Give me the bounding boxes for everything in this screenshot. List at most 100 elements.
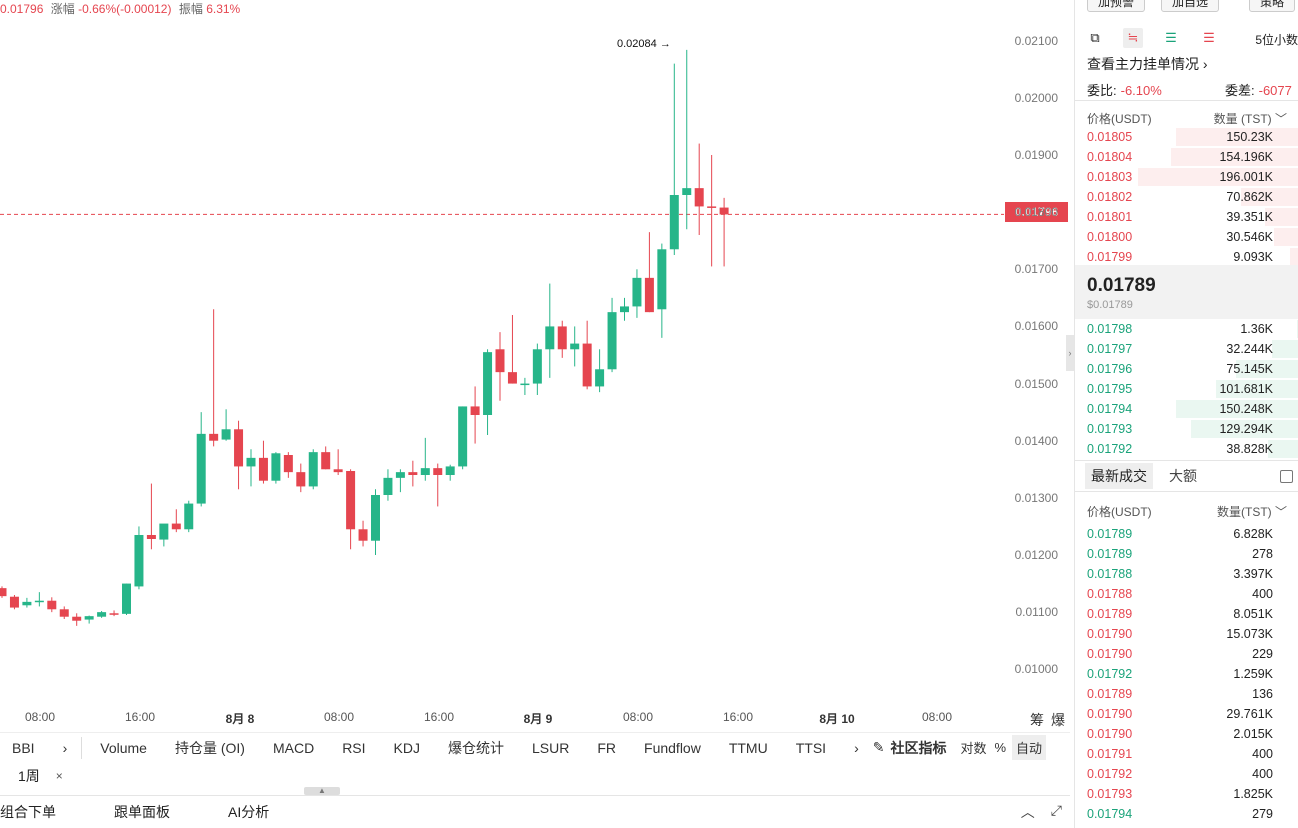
book-row[interactable]: 0.01803 196.001K [1087,170,1273,186]
ratio-value: -6.10% [1120,83,1162,98]
decimals-select[interactable]: 5位小数 [1255,33,1298,47]
book-row[interactable]: 0.01788 3.397K [1087,567,1273,583]
y-tick-label: 0.01300 [1014,490,1058,505]
candle-body [545,326,555,350]
panel-collapse-handle[interactable]: › [1066,335,1074,371]
period-close-icon[interactable]: × [55,769,63,783]
book-asks-icon[interactable]: ☰ [1203,30,1215,45]
candle-body [159,523,169,540]
pane-splitter[interactable]: ▲ [304,787,340,795]
expand-icon[interactable]: ⤢ [1050,802,1062,818]
indicator-tab[interactable]: FR [597,739,617,756]
log-scale-toggle[interactable]: 对数 [960,741,987,756]
popout-icon[interactable]: ⧉ [1090,30,1100,45]
period-chip[interactable]: 1周 × [0,764,63,788]
book-row[interactable]: 0.01793 1.825K [1087,787,1273,803]
row-price: 0.01794 [1087,402,1133,416]
y-tick-label: 0.01700 [1014,262,1058,277]
book-row[interactable]: 0.01802 70.862K [1087,190,1273,206]
candle-body [595,369,605,387]
row-qty: 9.093K [1233,250,1273,264]
trades-qty-head[interactable]: 数量(TST) ﹀ [1217,505,1287,519]
book-row[interactable]: 0.01799 9.093K [1087,250,1273,266]
depth-bar [1290,248,1298,266]
community-indicators-tab[interactable]: 社区指标 [890,739,947,756]
candle-body [209,433,219,441]
liquidation-button[interactable]: 爆 [1051,712,1065,728]
book-both-icon[interactable]: ≒ [1123,28,1143,48]
book-row[interactable]: 0.01796 75.145K [1087,362,1273,378]
auto-scale-toggle[interactable]: 自动 [1012,735,1047,760]
book-row[interactable]: 0.01801 39.351K [1087,210,1273,226]
candle-body [433,468,443,475]
chip-distribution-button[interactable]: 筹 [1030,712,1044,728]
indicator-tab[interactable]: 爆仓统计 [447,739,504,756]
indicator-tab[interactable]: KDJ [393,739,420,756]
tab-copy-trade[interactable]: 跟单面板 [114,804,170,820]
indicator-tab[interactable]: TTSI [795,739,827,756]
book-row[interactable]: 0.01790 2.015K [1087,727,1273,743]
book-row[interactable]: 0.01790 15.073K [1087,627,1273,643]
row-price: 0.01802 [1087,190,1133,204]
indicator-tab[interactable]: TTMU [728,739,768,756]
indicator-tab[interactable]: BBI [12,739,35,756]
book-row[interactable]: 0.01790 229 [1087,647,1273,663]
tab-latest-trades[interactable]: 最新成交 [1085,463,1153,489]
percent-scale-toggle[interactable]: % [994,740,1007,755]
chevron-right-icon[interactable]: › [62,739,68,756]
book-row[interactable]: 0.01794 279 [1087,807,1273,823]
book-row[interactable]: 0.01797 32.244K [1087,342,1273,358]
add-alert-button[interactable]: 加预警 [1087,0,1146,12]
indicator-tab[interactable]: Fundflow [644,739,701,756]
book-row[interactable]: 0.01789 8.051K [1087,607,1273,623]
book-row[interactable]: 0.01792 38.828K [1087,442,1273,458]
book-row[interactable]: 0.01792 1.259K [1087,667,1273,683]
indicator-tab[interactable]: Volume [100,739,147,756]
indicator-tab[interactable]: MACD [272,739,315,756]
indicator-tab[interactable]: LSUR [531,739,570,756]
row-qty: 400 [1252,767,1273,781]
book-row[interactable]: 0.01804 154.196K [1087,150,1273,166]
tab-large-trades[interactable]: 大额 [1169,468,1197,484]
book-row[interactable]: 0.01793 129.294K [1087,422,1273,438]
book-row[interactable]: 0.01805 150.23K [1087,130,1273,146]
add-watchlist-button[interactable]: 加自选 [1161,0,1220,12]
row-qty: 1.825K [1233,787,1273,801]
book-row[interactable]: 0.01798 1.36K [1087,322,1273,338]
candle-body [420,468,430,475]
indicator-tab[interactable]: 持仓量 (OI) [174,739,245,756]
candle-body [520,383,530,386]
candle-body [72,616,82,621]
row-price: 0.01805 [1087,130,1133,144]
tab-ai-analysis[interactable]: AI分析 [228,804,270,820]
kline-chart[interactable]: 0.01796 0.02084 → 筹 爆 0.02100 0.02000 0.01… [0,14,1070,730]
book-row[interactable]: 0.01792 400 [1087,767,1273,783]
edit-icon[interactable]: ✎ [872,739,885,755]
candle-body [59,609,69,617]
candle-body [607,312,617,370]
indicator-tab[interactable]: RSI [342,739,366,756]
book-row[interactable]: 0.01794 150.248K [1087,402,1273,418]
book-qty-head[interactable]: 数量 (TST) ﹀ [1213,112,1287,126]
book-row[interactable]: 0.01790 29.761K [1087,707,1273,723]
row-price: 0.01794 [1087,807,1133,821]
row-price: 0.01800 [1087,230,1133,244]
tab-combo-order[interactable]: 组合下单 [0,804,56,820]
row-qty: 129.294K [1219,422,1273,436]
book-row[interactable]: 0.01795 101.681K [1087,382,1273,398]
book-row[interactable]: 0.01789 6.828K [1087,527,1273,543]
chevron-right-icon[interactable]: › [854,739,859,756]
book-row[interactable]: 0.01791 400 [1087,747,1273,763]
large-trades-checkbox[interactable] [1280,469,1293,483]
strategy-button[interactable]: 策略 [1249,0,1296,12]
collapse-up-icon[interactable]: ︿ [1020,804,1035,820]
candle-body [171,523,181,530]
book-row[interactable]: 0.01789 136 [1087,687,1273,703]
book-row[interactable]: 0.01800 30.546K [1087,230,1273,246]
book-row[interactable]: 0.01788 400 [1087,587,1273,603]
kline-svg[interactable] [0,14,1070,730]
book-bids-icon[interactable]: ☰ [1165,30,1177,45]
main-force-orders-link[interactable]: 查看主力挂单情况 › [1087,56,1208,72]
book-row[interactable]: 0.01789 278 [1087,547,1273,563]
